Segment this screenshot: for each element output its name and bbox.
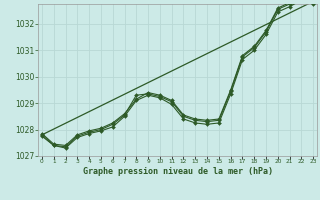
X-axis label: Graphe pression niveau de la mer (hPa): Graphe pression niveau de la mer (hPa)	[83, 167, 273, 176]
